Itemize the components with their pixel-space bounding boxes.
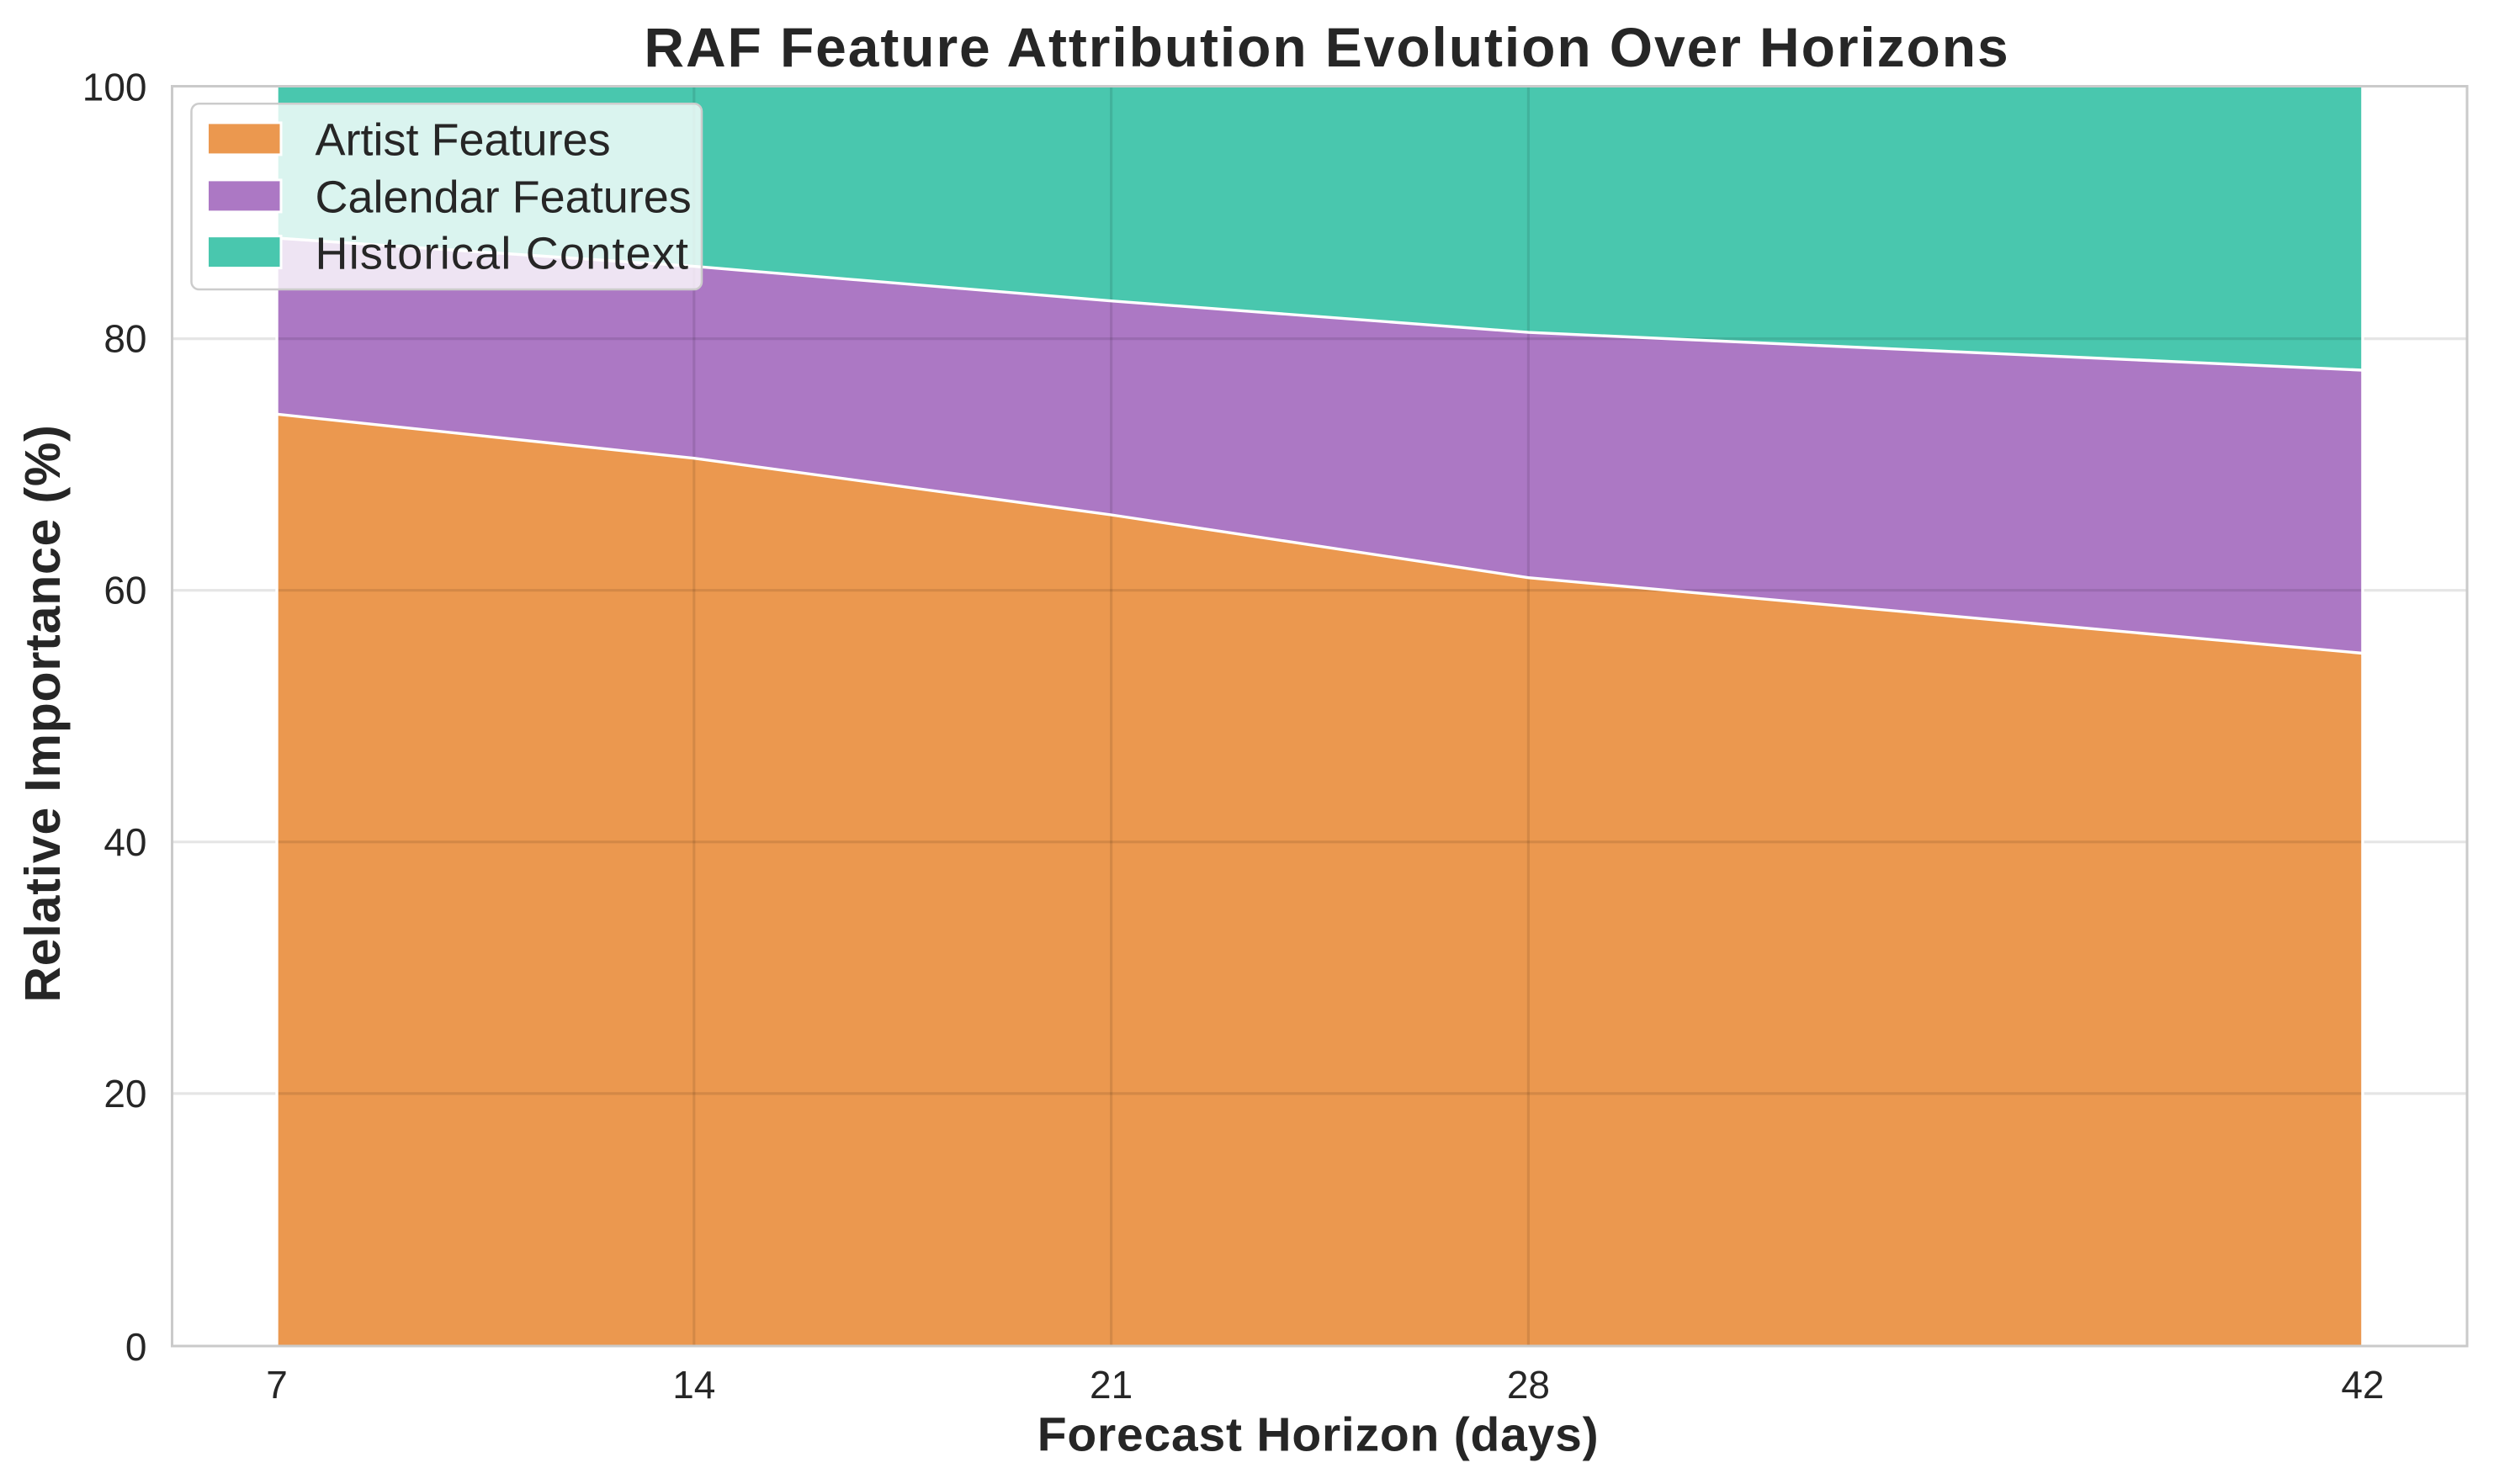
svg-text:0: 0 bbox=[125, 1325, 147, 1369]
svg-text:Forecast Horizon (days): Forecast Horizon (days) bbox=[1037, 1407, 1600, 1461]
svg-text:7: 7 bbox=[266, 1363, 288, 1407]
svg-text:RAF Feature Attribution Evolut: RAF Feature Attribution Evolution Over H… bbox=[644, 16, 2009, 78]
svg-text:Artist Features: Artist Features bbox=[316, 114, 611, 165]
svg-text:60: 60 bbox=[103, 569, 146, 612]
svg-text:Relative Importance (%): Relative Importance (%) bbox=[15, 424, 71, 1002]
svg-text:40: 40 bbox=[103, 820, 146, 864]
svg-text:21: 21 bbox=[1090, 1363, 1133, 1407]
svg-text:Calendar Features: Calendar Features bbox=[316, 172, 692, 222]
svg-text:14: 14 bbox=[672, 1363, 715, 1407]
svg-text:Historical Context: Historical Context bbox=[316, 229, 690, 279]
svg-text:100: 100 bbox=[82, 66, 147, 109]
svg-text:80: 80 bbox=[103, 317, 146, 361]
svg-text:28: 28 bbox=[1507, 1363, 1550, 1407]
svg-text:20: 20 bbox=[103, 1072, 146, 1116]
svg-text:42: 42 bbox=[2341, 1363, 2384, 1407]
